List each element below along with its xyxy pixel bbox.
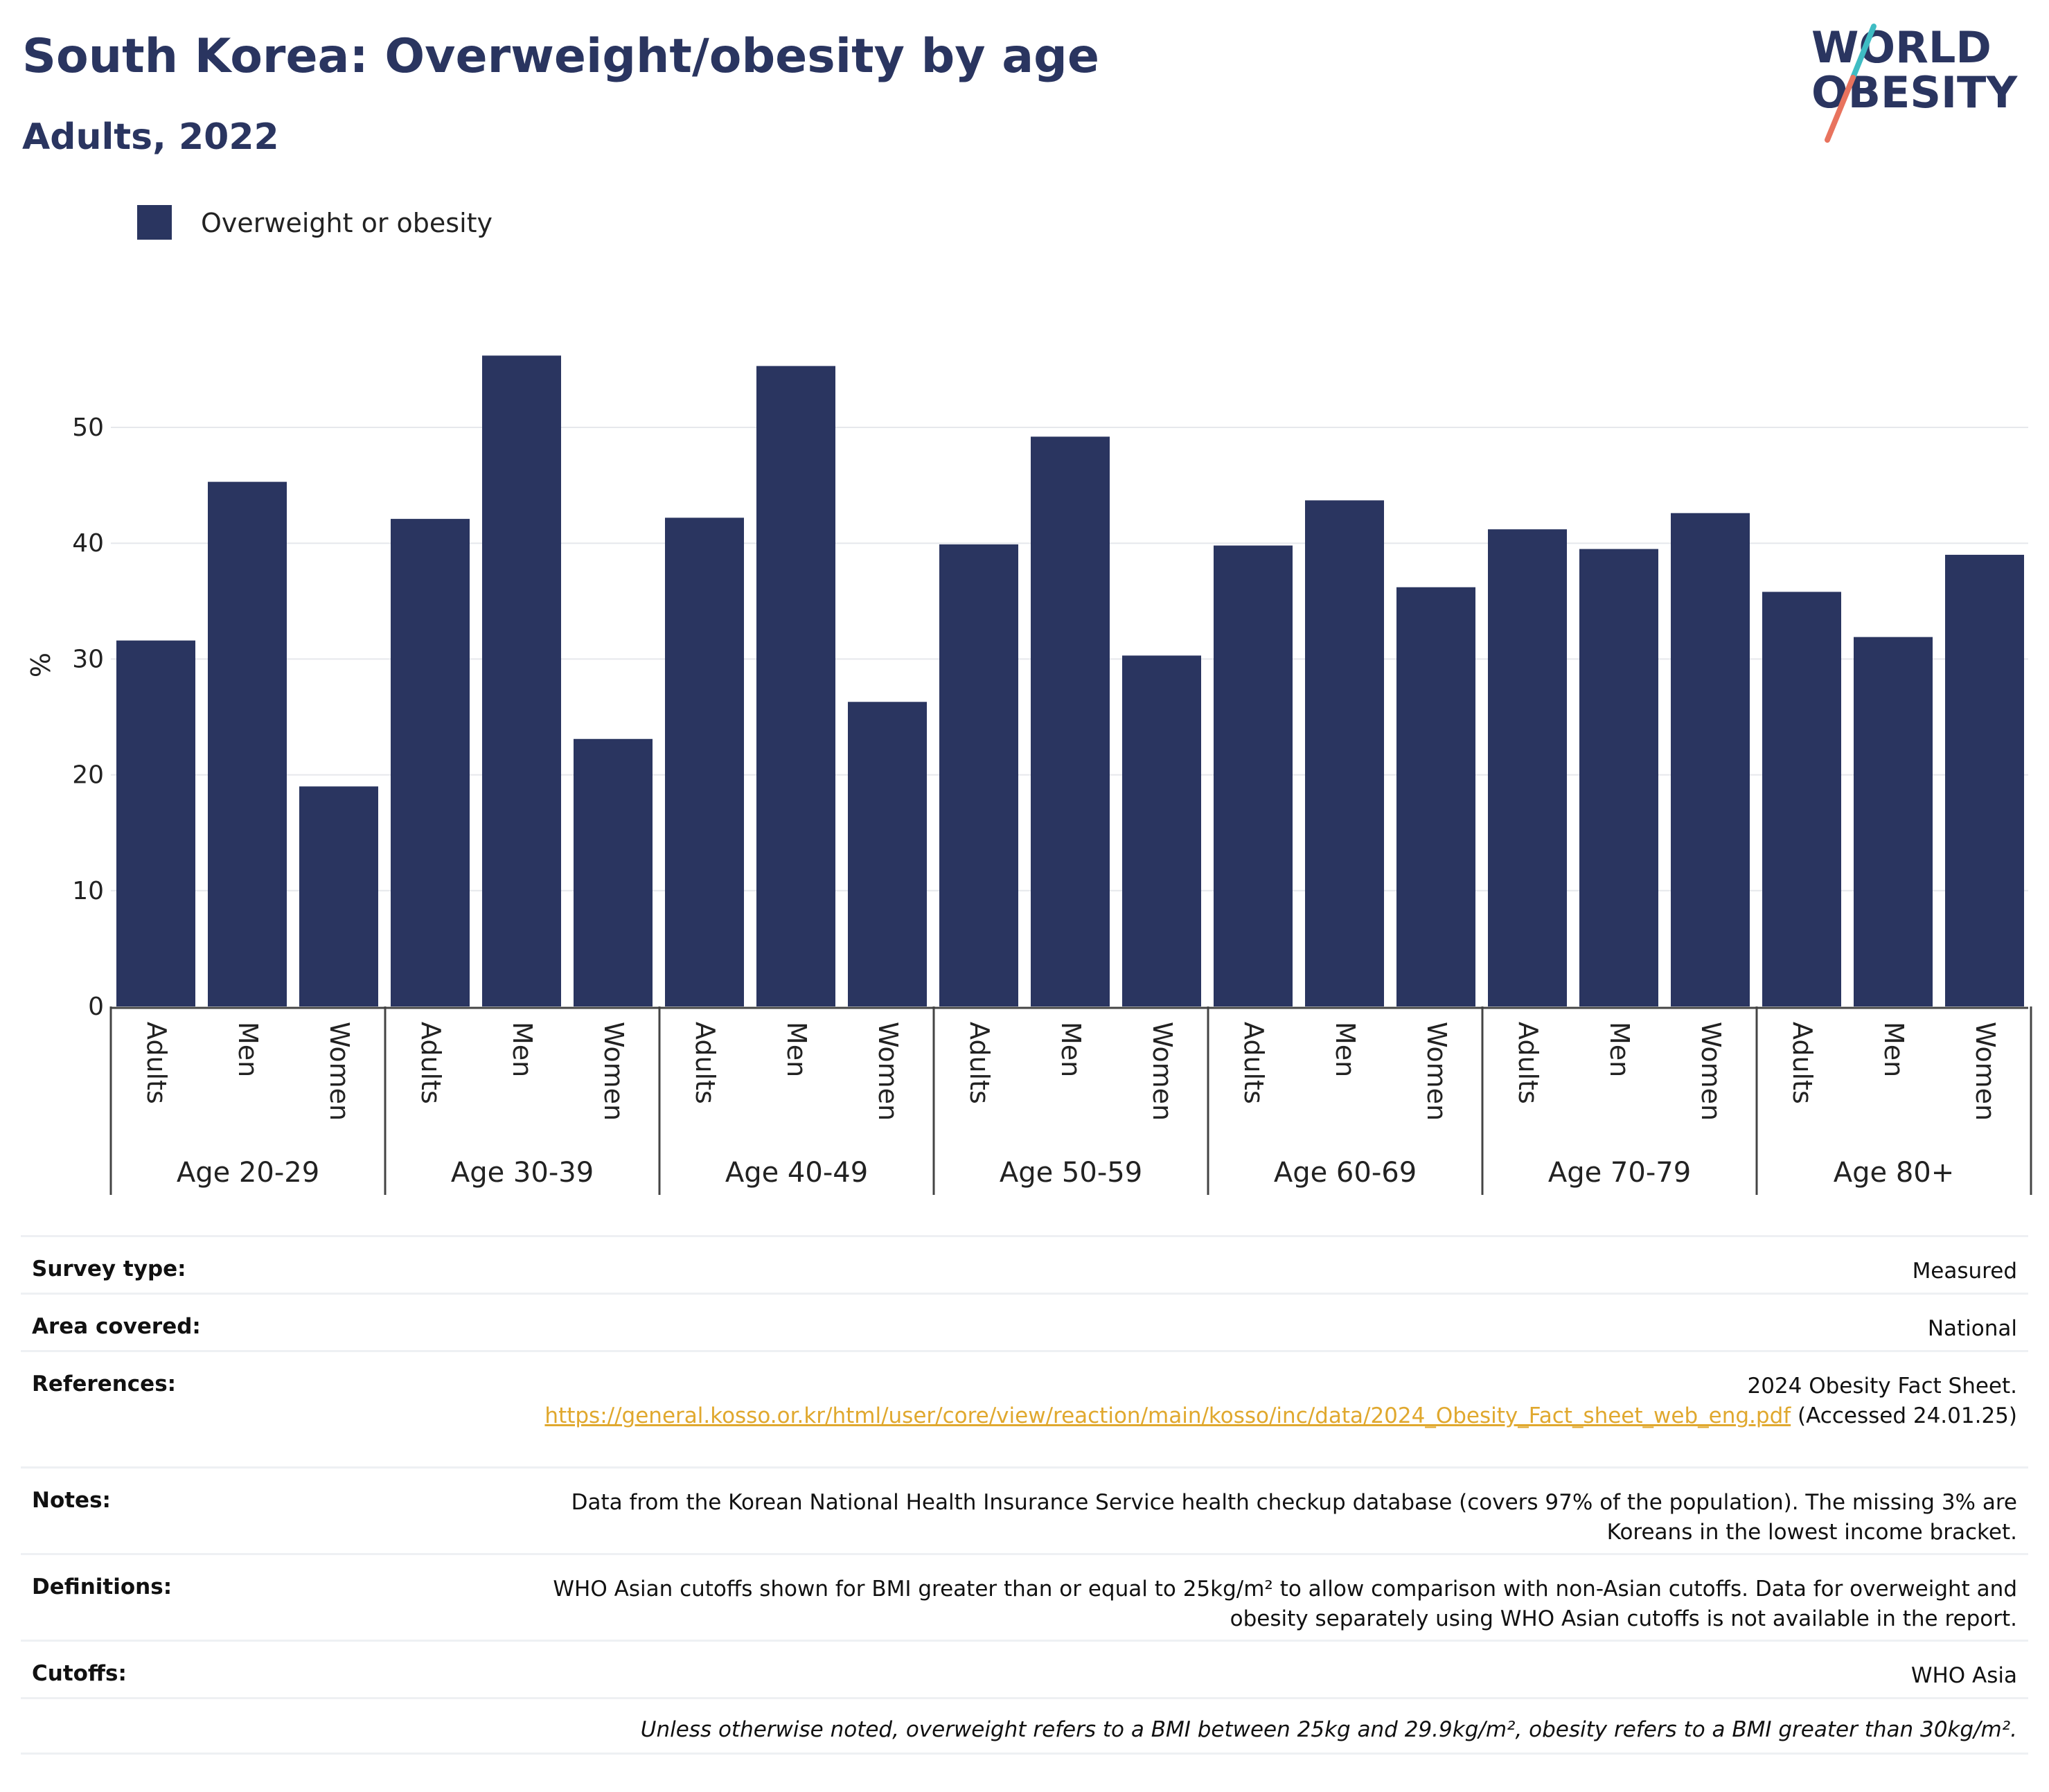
- bar: [391, 519, 470, 1006]
- bar: [574, 738, 653, 1006]
- y-tick-label: 30: [72, 645, 104, 673]
- x-category-label: Adults: [690, 1022, 720, 1104]
- references-value: 2024 Obesity Fact Sheet. https://general…: [544, 1372, 2017, 1431]
- survey-type-label: Survey type:: [32, 1257, 186, 1281]
- notes-value: Data from the Korean National Health Ins…: [571, 1490, 2017, 1545]
- bar: [1305, 500, 1384, 1006]
- info-row-notes: Notes: Data from the Korean National Hea…: [21, 1469, 2028, 1555]
- cutoffs-value: WHO Asia: [1910, 1663, 2017, 1688]
- x-category-label: Women: [1970, 1022, 2001, 1121]
- x-category-label: Women: [1696, 1022, 1726, 1121]
- x-group-label: Age 50-59: [1000, 1157, 1142, 1189]
- x-category-label: Men: [1056, 1022, 1086, 1077]
- area-covered-label: Area covered:: [32, 1314, 201, 1339]
- info-row-area-covered: Area covered: National: [21, 1295, 2028, 1352]
- notes-label: Notes:: [32, 1488, 111, 1513]
- x-group-label: Age 30-39: [451, 1157, 594, 1189]
- bar: [1945, 554, 2024, 1006]
- y-axis-title: %: [26, 653, 56, 677]
- survey-type-value: Measured: [1912, 1259, 2017, 1284]
- logo-slash-teal: [1850, 24, 1877, 80]
- world-obesity-logo: WORLD OBESITY: [1811, 22, 2018, 143]
- bar: [939, 544, 1018, 1006]
- info-row-survey-type: Survey type: Measured: [21, 1237, 2028, 1295]
- bar: [1579, 549, 1658, 1006]
- bar: [756, 366, 835, 1006]
- logo-text-world: WORLD: [1811, 22, 1992, 73]
- bar: [1488, 529, 1567, 1006]
- x-group-label: Age 40-49: [725, 1157, 868, 1189]
- bar: [1031, 436, 1110, 1006]
- references-source: 2024 Obesity Fact Sheet.: [1747, 1374, 2017, 1399]
- x-category-label: Men: [507, 1022, 538, 1077]
- x-category-label: Men: [233, 1022, 263, 1077]
- info-row-definitions: Definitions: WHO Asian cutoffs shown for…: [21, 1555, 2028, 1642]
- bar: [1214, 545, 1293, 1006]
- y-tick-label: 50: [72, 414, 104, 442]
- bar-chart: 0 10 20 30 40 50% Adults Men Women Adults Men Women…: [26, 355, 2032, 1195]
- x-category-label: Men: [781, 1022, 812, 1077]
- info-table: Survey type: Measured Area covered: Nati…: [21, 1235, 2028, 1755]
- bar: [116, 640, 195, 1006]
- x-category-label: Men: [1879, 1022, 1909, 1077]
- bar: [1671, 513, 1750, 1006]
- bar: [482, 355, 561, 1006]
- x-group-label: Age 60-69: [1274, 1157, 1417, 1189]
- logo-slash-coral: [1825, 75, 1856, 143]
- cutoffs-label: Cutoffs:: [32, 1661, 127, 1686]
- bar: [1762, 592, 1841, 1006]
- x-category-label: Adults: [964, 1022, 995, 1104]
- x-category-label: Women: [598, 1022, 629, 1121]
- bar: [1122, 655, 1201, 1006]
- x-category-label: Women: [873, 1022, 903, 1121]
- x-group-label: Age 80+: [1834, 1157, 1955, 1189]
- bar: [848, 702, 927, 1006]
- legend-label: Overweight or obesity: [201, 208, 493, 238]
- x-category-label: Adults: [141, 1022, 172, 1104]
- bar: [665, 517, 744, 1006]
- x-category-label: Men: [1330, 1022, 1360, 1077]
- y-tick-label: 0: [88, 993, 104, 1021]
- bmi-footnote: Unless otherwise noted, overweight refer…: [21, 1699, 2028, 1755]
- info-row-references: References: 2024 Obesity Fact Sheet. htt…: [21, 1352, 2028, 1469]
- bar: [1854, 637, 1933, 1006]
- bar: [208, 481, 287, 1006]
- x-category-label: Adults: [1787, 1022, 1818, 1104]
- x-group-label: Age 20-29: [177, 1157, 319, 1189]
- x-group-label: Age 70-79: [1548, 1157, 1691, 1189]
- references-accessed: (Accessed 24.01.25): [1798, 1403, 2017, 1428]
- x-category-label: Women: [1421, 1022, 1452, 1121]
- x-category-label: Women: [1147, 1022, 1178, 1121]
- info-row-cutoffs: Cutoffs: WHO Asia: [21, 1642, 2028, 1699]
- y-tick-label: 10: [72, 877, 104, 905]
- x-category-label: Adults: [416, 1022, 446, 1104]
- definitions-value: WHO Asian cutoffs shown for BMI greater …: [553, 1577, 2017, 1631]
- legend-swatch: [137, 205, 172, 240]
- bar: [1396, 587, 1475, 1006]
- definitions-label: Definitions:: [32, 1574, 172, 1599]
- y-tick-label: 40: [72, 529, 104, 558]
- references-link[interactable]: https://general.kosso.or.kr/html/user/co…: [544, 1403, 1791, 1428]
- x-category-label: Adults: [1513, 1022, 1543, 1104]
- y-tick-label: 20: [72, 761, 104, 790]
- x-category-label: Adults: [1239, 1022, 1269, 1104]
- x-category-label: Women: [324, 1022, 355, 1121]
- area-covered-value: National: [1927, 1316, 2017, 1341]
- bar: [299, 786, 378, 1006]
- x-category-label: Men: [1604, 1022, 1635, 1077]
- chart-title: South Korea: Overweight/obesity by age: [22, 29, 1099, 84]
- chart-subtitle: Adults, 2022: [22, 116, 279, 158]
- references-label: References:: [32, 1372, 177, 1396]
